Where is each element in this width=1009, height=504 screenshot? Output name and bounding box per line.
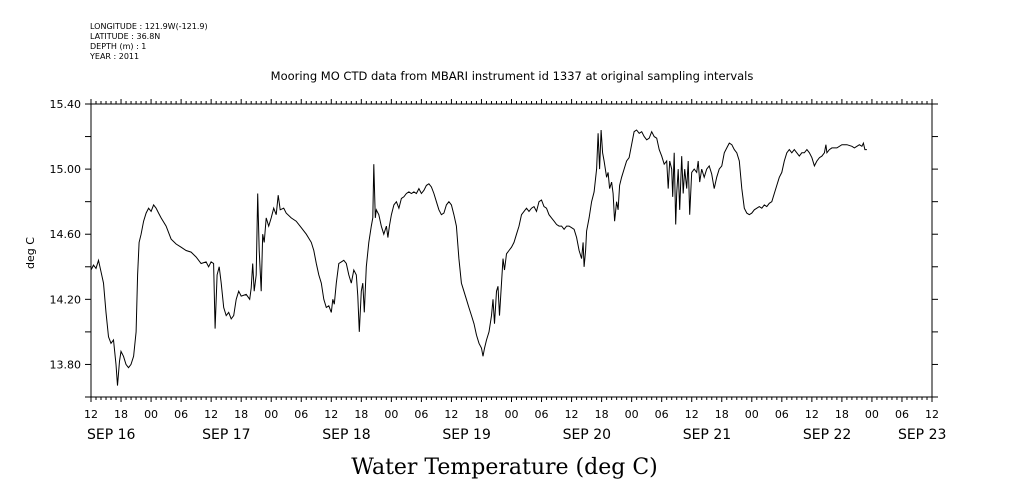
x-tick-label: 12: [685, 408, 699, 421]
x-tick-label: 06: [895, 408, 909, 421]
x-tick-label: 12: [204, 408, 218, 421]
date-label: SEP 19: [442, 427, 490, 443]
x-tick-label: 00: [384, 408, 398, 421]
series-line-water-temperature: [90, 129, 867, 386]
y-tick-label: 15.00: [50, 163, 82, 176]
y-tick-labels: 15.40 15.00 14.60 14.20 13.80: [50, 98, 82, 371]
x-tick-label: 12: [84, 408, 98, 421]
x-tick-label: 06: [535, 408, 549, 421]
y-tick-label: 14.60: [50, 228, 82, 241]
date-label: SEP 16: [87, 427, 136, 443]
x-tick-label: 18: [595, 408, 609, 421]
mooring-metadata: LONGITUDE : 121.9W(-121.9) LATITUDE : 36…: [90, 22, 208, 62]
x-tick-label: 12: [925, 408, 939, 421]
x-tick-label: 06: [655, 408, 669, 421]
x-tick-label: 06: [414, 408, 428, 421]
y-axis-label: deg C: [24, 237, 37, 269]
x-tick-label: 18: [835, 408, 849, 421]
date-labels: SEP 16 SEP 17 SEP 18 SEP 19 SEP 20 SEP 21 SEP …: [87, 427, 946, 443]
x-tick-label: 06: [775, 408, 789, 421]
x-tick-label: 12: [324, 408, 338, 421]
x-tick-label: 18: [114, 408, 128, 421]
x-tick-label: 18: [474, 408, 488, 421]
x-tick-label: 00: [505, 408, 519, 421]
x-tick-label: 18: [715, 408, 729, 421]
x-tick-label: 06: [294, 408, 308, 421]
x-tick-label: 18: [354, 408, 368, 421]
latitude-label: LATITUDE : 36.8N: [90, 32, 161, 41]
x-tick-label: 12: [444, 408, 458, 421]
y-tick-label: 14.20: [50, 293, 82, 306]
date-label: SEP 21: [683, 427, 731, 443]
date-label: SEP 18: [322, 427, 370, 443]
x-tick-label: 00: [144, 408, 158, 421]
plot-frame: [90, 103, 933, 398]
x-tick-label: 12: [565, 408, 579, 421]
axis-ticks: [85, 99, 938, 402]
longitude-label: LONGITUDE : 121.9W(-121.9): [90, 22, 208, 31]
x-tick-label: 06: [174, 408, 188, 421]
year-label: YEAR : 2011: [90, 52, 140, 61]
figure-caption: Water Temperature (deg C): [351, 455, 658, 480]
x-tick-labels: 12 18 00 06 12 18 00 06 12 18 00 06 12 18 00 06 12 18 00 06…: [84, 408, 939, 421]
date-label: SEP 17: [202, 427, 250, 443]
x-tick-label: 00: [625, 408, 639, 421]
date-label: SEP 22: [803, 427, 851, 443]
depth-label: DEPTH (m) : 1: [90, 42, 147, 51]
x-tick-label: 12: [805, 408, 819, 421]
x-tick-label: 00: [264, 408, 278, 421]
x-tick-label: 00: [865, 408, 879, 421]
chart-title: Mooring MO CTD data from MBARI instrumen…: [271, 69, 754, 83]
x-tick-label: 18: [234, 408, 248, 421]
date-label: SEP 23: [898, 427, 946, 443]
x-tick-label: 00: [745, 408, 759, 421]
date-label: SEP 20: [563, 427, 611, 443]
y-tick-label: 13.80: [50, 358, 82, 371]
y-tick-label: 15.40: [50, 98, 82, 111]
